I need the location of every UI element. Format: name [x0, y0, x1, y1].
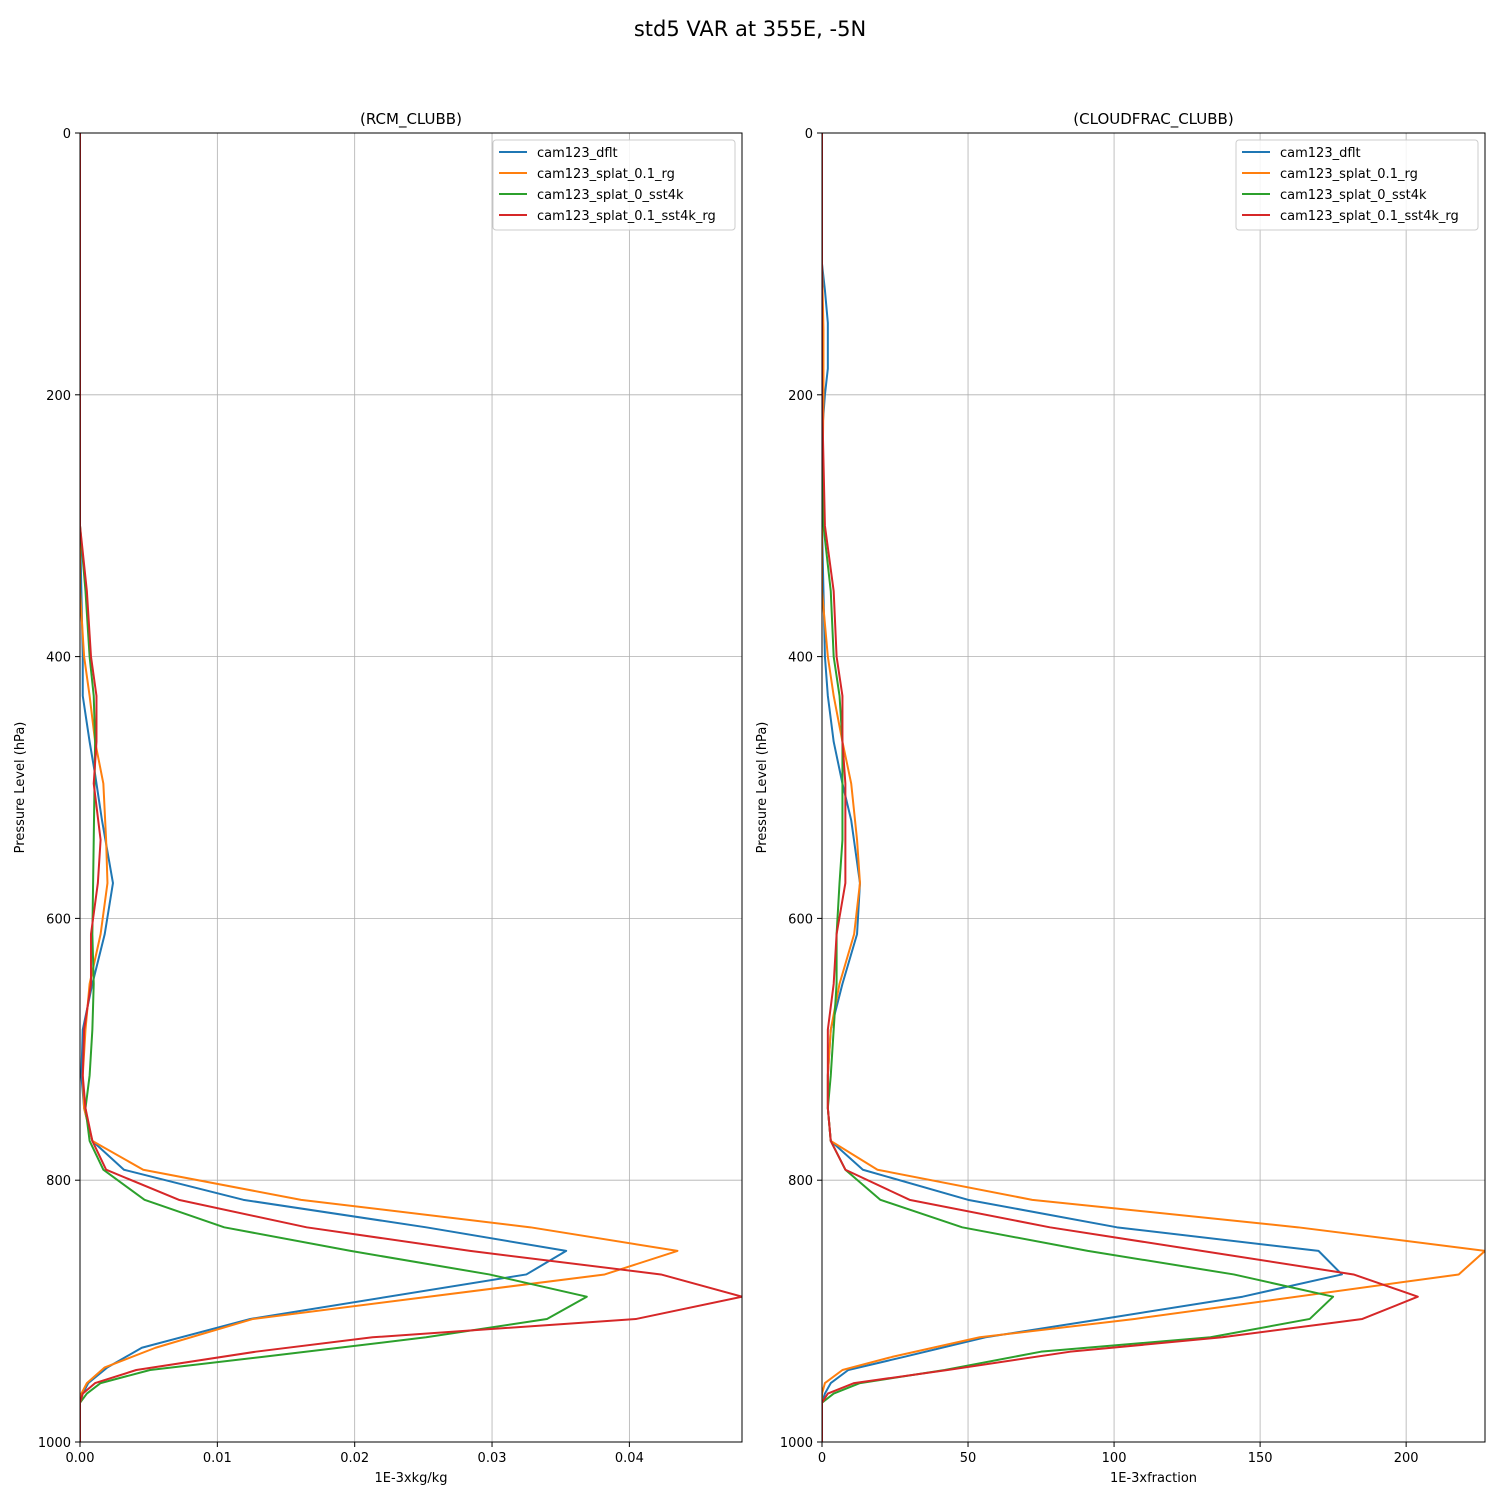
series-group: [822, 133, 1485, 1442]
x-tick-label: 0.03: [478, 1451, 507, 1466]
legend: cam123_dflt cam123_splat_0.1_rg cam123_spl…: [492, 139, 736, 231]
x-tick-label: 0.02: [340, 1451, 369, 1466]
legend-label-cam123-splat-0-1-rg: cam123_splat_0.1_rg: [537, 167, 675, 182]
y-tick-label: 0: [63, 127, 71, 142]
plot-area: [80, 133, 742, 1442]
plot-area: [822, 133, 1485, 1442]
series-line-cam123-splat-0-1-sst4k-rg: [822, 133, 1419, 1442]
y-axis-label: Pressure Level (hPa): [13, 722, 28, 854]
legend-box: [1235, 139, 1479, 231]
legend-label-cam123-splat-0-sst4k: cam123_splat_0_sst4k: [537, 188, 684, 203]
x-tick-label: 200: [1394, 1451, 1419, 1466]
plot-frame: [79, 132, 743, 1443]
panel-title: (RCM_CLUBB): [360, 110, 462, 129]
series-line-cam123-splat-0-sst4k: [80, 133, 588, 1442]
y-tick-label: 0: [805, 127, 813, 142]
y-tick-label: 600: [46, 912, 71, 927]
y-tick-label: 400: [788, 651, 813, 666]
x-tick-label: 150: [1248, 1451, 1273, 1466]
plot-frame: [821, 132, 1486, 1443]
y-tick-label: 200: [46, 389, 71, 404]
y-tick-label: 800: [788, 1174, 813, 1189]
y-tick-label: 800: [46, 1174, 71, 1189]
legend-box: [492, 139, 736, 231]
figure-suptitle: std5 VAR at 355E, -5N: [634, 17, 866, 41]
x-tick-label: 100: [1102, 1451, 1127, 1466]
y-tick-label: 600: [788, 912, 813, 927]
x-axis-label: 1E-3xfraction: [1110, 1471, 1197, 1486]
x-tick-label: 0.04: [615, 1451, 644, 1466]
x-tick-label: 0.01: [203, 1451, 232, 1466]
y-tick-label: 1000: [38, 1436, 71, 1451]
legend-label-cam123-dflt: cam123_dflt: [1280, 146, 1361, 161]
legend-label-cam123-splat-0-1-sst4k-rg: cam123_splat_0.1_sst4k_rg: [1280, 209, 1459, 224]
series-line-cam123-splat-0-1-sst4k-rg: [80, 133, 742, 1442]
panel-title: (CLOUDFRAC_CLUBB): [1073, 110, 1233, 129]
x-axis-label: 1E-3xkg/kg: [374, 1471, 447, 1486]
y-tick-label: 1000: [780, 1436, 813, 1451]
panel-rcm-clubb: 0.00 0.01 0.02 0.03 0.04 0 200 400 600 800 1000 (RC…: [13, 110, 743, 1486]
legend-label-cam123-splat-0-1-sst4k-rg: cam123_splat_0.1_sst4k_rg: [537, 209, 716, 224]
x-tick-label: 50: [960, 1451, 977, 1466]
x-tick-label: 0: [818, 1451, 826, 1466]
x-tick-label: 0.00: [66, 1451, 95, 1466]
legend-label-cam123-splat-0-1-rg: cam123_splat_0.1_rg: [1280, 167, 1418, 182]
y-tick-label: 400: [46, 651, 71, 666]
y-axis-label: Pressure Level (hPa): [755, 722, 770, 854]
legend: cam123_dflt cam123_splat_0.1_rg cam123_spl…: [1235, 139, 1479, 231]
legend-label-cam123-splat-0-sst4k: cam123_splat_0_sst4k: [1280, 188, 1427, 203]
panel-cloudfrac-clubb: 0 50 100 150 200 0 200 400 600 800 1000 (CLOUDFRAC_…: [755, 110, 1486, 1486]
series-group: [80, 133, 742, 1442]
y-tick-label: 200: [788, 389, 813, 404]
legend-label-cam123-dflt: cam123_dflt: [537, 146, 618, 161]
